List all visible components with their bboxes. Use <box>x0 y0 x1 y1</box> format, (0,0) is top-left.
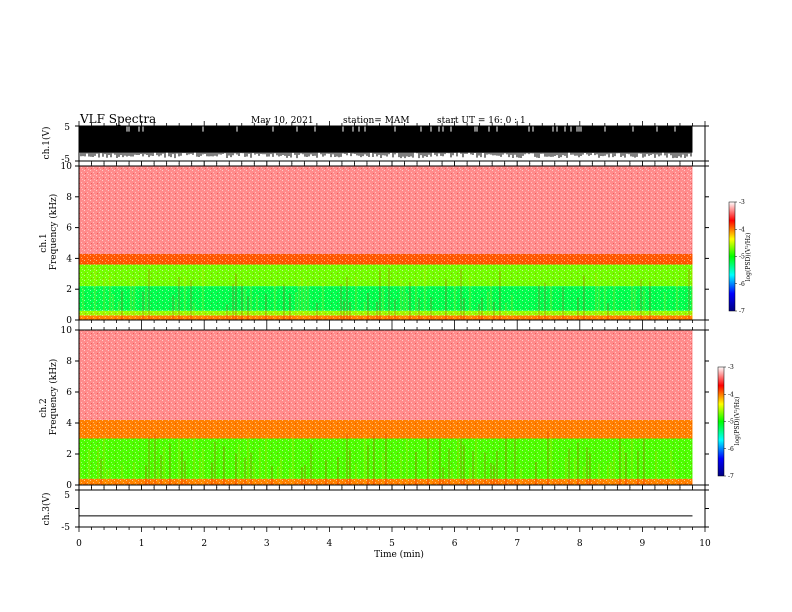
ch2-colorbar-tick-label--7: -7 <box>728 473 734 480</box>
ch1-colorbar-tick-label--3: -3 <box>739 199 745 206</box>
x-axis-label: Time (min) <box>374 549 424 560</box>
x-tick-label-5: 5 <box>389 539 395 549</box>
ch1-colorbar-tick-label--5: -5 <box>739 254 745 261</box>
date-label: May 10, 2021 <box>251 116 314 126</box>
x-tick-label-10: 10 <box>699 539 711 549</box>
ch3-waveform-frame <box>78 489 706 528</box>
ch1-waveform-ylabel: ch.1(V) <box>41 127 52 160</box>
ch2-spectrogram-panel: 0 2 4 6 8 10 ch.2 Frequency (kHz) -3 -4 -5 -6 -7 … <box>39 326 741 491</box>
x-tick-label-1: 1 <box>139 539 145 549</box>
x-tick-label-2: 2 <box>201 539 207 549</box>
ch1-spectrogram-texture <box>79 166 693 320</box>
x-tick-label-4: 4 <box>327 539 333 549</box>
ch1-colorbar-bar <box>728 201 736 312</box>
ch2-spectrogram-texture <box>79 330 693 485</box>
x-tick-label-0: 0 <box>76 539 82 549</box>
ch1-spectrogram-image <box>79 166 705 320</box>
ch2-spectrogram-ylabel: Frequency (kHz) <box>48 359 59 436</box>
ch1-waveform-ytick-top: 5 <box>64 123 70 133</box>
ch3-waveform-ytick-top: 5 <box>64 491 70 501</box>
ch1-spectrogram-panel: 0 2 4 6 8 10 ch.1 Frequency (kHz) -3 -4 -5 -6 -7 … <box>39 162 752 326</box>
ch1-spectrogram-ytick-label-0: 0 <box>66 316 72 326</box>
ch2-colorbar-tick-label--4: -4 <box>728 391 734 398</box>
ch1-spectrogram-ytick-label-2: 2 <box>66 285 72 295</box>
ch2-colorbar-tick-label--6: -6 <box>728 446 734 453</box>
ch2-spectrogram-ytick-label-6: 6 <box>66 388 72 398</box>
ch2-spectrogram-ylabel-channel: ch.2 <box>39 398 49 417</box>
ch1-waveform-panel: 5 -5 ch.1(V) <box>41 123 706 165</box>
ch2-spectrogram-ytick-label-8: 8 <box>66 357 72 367</box>
start-time-label: start UT = 16: 0 : 1 <box>437 116 526 126</box>
ch2-spectrogram-ytick-label-0: 0 <box>66 481 72 491</box>
ch2-colorbar-tick-label--5: -5 <box>728 419 734 426</box>
ch3-waveform-panel: 5 -5 ch.3(V) <box>41 489 706 533</box>
ch2-colorbar-tick-label--3: -3 <box>728 364 734 371</box>
x-tick-label-7: 7 <box>514 539 520 549</box>
station-label: station= MAM <box>343 116 410 126</box>
ch1-colorbar-label: log(PSD)(V²/Hz) <box>745 233 752 282</box>
ch1-colorbar-tick-label--4: -4 <box>739 226 745 233</box>
ch1-spectrogram-ytick-label-4: 4 <box>66 254 72 264</box>
ch1-spectrogram-ylabel: Frequency (kHz) <box>48 194 59 271</box>
ch1-waveform-trace <box>79 126 693 159</box>
ch2-spectrogram-image <box>79 330 705 485</box>
ch1-spectrogram-ytick-label-6: 6 <box>66 224 72 234</box>
x-tick-label-9: 9 <box>640 539 646 549</box>
figure-title: VLF Spectra <box>79 112 156 126</box>
ch2-colorbar: -3 -4 -5 -6 -7 log(PSD)(V²/Hz) <box>717 364 741 480</box>
ch3-waveform-ytick-bottom: -5 <box>61 523 70 533</box>
x-tick-label-3: 3 <box>264 539 270 549</box>
ch1-spectrogram-ytick-label-10: 10 <box>61 162 73 172</box>
time-ticks <box>75 121 709 532</box>
ch2-colorbar-bar <box>717 366 725 477</box>
x-tick-label-6: 6 <box>452 539 458 549</box>
ch2-colorbar-label: log(PSD)(V²/Hz) <box>734 397 741 446</box>
ch2-spectrogram-ytick-label-10: 10 <box>61 326 73 336</box>
ch2-spectrogram-ytick-label-4: 4 <box>66 419 72 429</box>
ch1-colorbar-tick-label--6: -6 <box>739 281 745 288</box>
ch1-spectrogram-ylabel-channel: ch.1 <box>39 233 49 252</box>
ch1-spectrogram-streaks <box>82 266 693 320</box>
ch1-spectrogram-ytick-label-8: 8 <box>66 193 72 203</box>
ch1-waveform-fill <box>79 126 693 153</box>
x-axis-tick-labels: 0 1 2 3 4 5 6 7 8 9 10 <box>76 539 711 549</box>
x-tick-label-8: 8 <box>577 539 583 549</box>
ch1-colorbar: -3 -4 -5 -6 -7 log(PSD)(V²/Hz) <box>728 199 752 315</box>
ch1-colorbar-tick-label--7: -7 <box>739 308 745 315</box>
ch2-spectrogram-ytick-label-2: 2 <box>66 450 72 460</box>
ch1-waveform-ytick-bottom: -5 <box>61 155 70 165</box>
ch2-spectrogram-streaks <box>79 430 675 485</box>
ch3-waveform-ylabel: ch.3(V) <box>41 493 52 526</box>
